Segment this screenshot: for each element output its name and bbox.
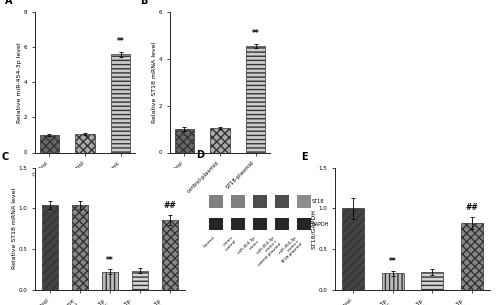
Text: B: B (140, 0, 147, 6)
Y-axis label: Relative miR-454-3p level: Relative miR-454-3p level (17, 42, 22, 123)
Y-axis label: ST18/GAPDH: ST18/GAPDH (312, 209, 316, 249)
Bar (72, 205, 88, 290)
Text: **: ** (389, 257, 396, 266)
Text: Control: Control (202, 235, 216, 249)
Bar (111, 54, 130, 152)
Bar (275, 218, 289, 230)
Bar (162, 220, 178, 290)
Bar (209, 218, 223, 230)
Bar (40, 135, 59, 152)
Bar (275, 195, 289, 208)
Bar (342, 208, 364, 290)
Text: ##: ## (466, 203, 478, 213)
Bar (382, 274, 404, 290)
Text: D: D (196, 150, 204, 160)
Text: A: A (5, 0, 12, 6)
Bar (231, 218, 245, 230)
Text: **: ** (106, 256, 114, 264)
Bar (231, 195, 245, 208)
Y-axis label: Relative ST18 mRNA level: Relative ST18 mRNA level (12, 188, 16, 269)
Text: GAPDH: GAPDH (312, 222, 329, 227)
Bar (253, 195, 267, 208)
Bar (297, 195, 311, 208)
Text: E: E (301, 152, 308, 163)
Text: miR-454-3p
mimic+
ST18-plasmid: miR-454-3p mimic+ ST18-plasmid (275, 235, 304, 264)
Bar (461, 223, 483, 290)
Text: miR-454-3p
mimic: miR-454-3p mimic (237, 235, 260, 258)
Bar (102, 272, 118, 290)
Text: mimic
control: mimic control (222, 235, 238, 251)
Text: miR-454-3p
mimic+
control-plasmid: miR-454-3p mimic+ control-plasmid (250, 235, 282, 267)
Bar (422, 272, 444, 290)
Bar (209, 195, 223, 208)
Text: ##: ## (164, 201, 176, 210)
Bar (297, 218, 311, 230)
Bar (253, 218, 267, 230)
Text: C: C (2, 152, 9, 163)
Text: **: ** (117, 38, 124, 46)
Bar (210, 128, 230, 152)
Text: ST18: ST18 (312, 199, 324, 204)
Y-axis label: Relative ST18 mRNA level: Relative ST18 mRNA level (152, 42, 157, 123)
Bar (174, 129, 194, 152)
Bar (42, 205, 58, 290)
Bar (75, 134, 95, 152)
Bar (132, 271, 148, 290)
Bar (246, 46, 266, 152)
Text: **: ** (252, 29, 260, 38)
